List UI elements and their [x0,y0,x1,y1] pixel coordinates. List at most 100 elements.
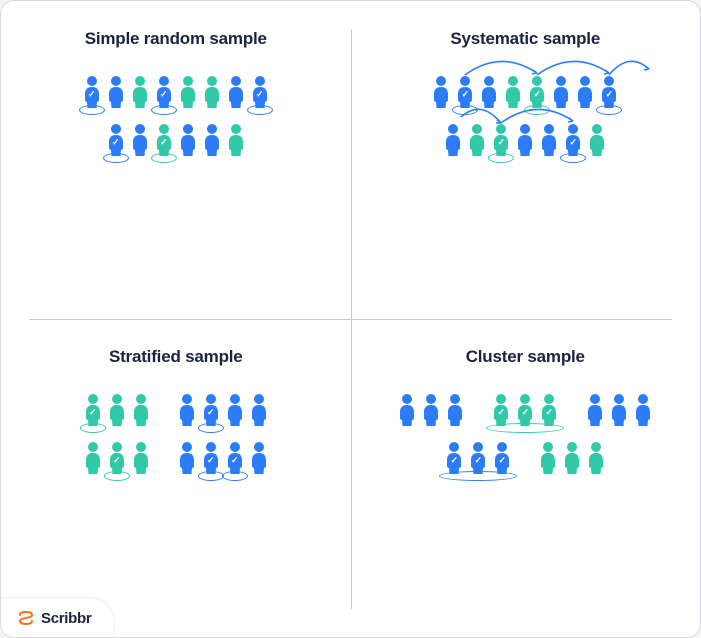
person-icon [106,75,126,109]
person-icon [202,75,222,109]
person-icon: ✓ [527,75,547,109]
person-icon: ✓ [225,441,245,475]
person-icon: ✓ [107,441,127,475]
selected-check-icon: ✓ [160,138,168,147]
person-icon [225,393,245,427]
person-icon: ✓ [491,123,511,157]
person-icon [226,75,246,109]
selected-check-icon: ✓ [521,408,529,417]
person-icon [431,75,451,109]
person-icon [107,393,127,427]
interval-arrow [605,55,653,77]
person-icon [249,441,269,475]
person-icon: ✓ [154,123,174,157]
selected-check-icon: ✓ [605,90,613,99]
group-row: ✓ ✓ ✓ [397,393,653,427]
people-group: ✓ ✓ [177,441,269,475]
selected-check-icon: ✓ [497,408,505,417]
person-icon [467,123,487,157]
person-icon [131,393,151,427]
person-icon [130,123,150,157]
person-icon [538,441,558,475]
sampling-methods-card: Simple random sample ✓ ✓ ✓ ✓ ✓ [0,0,701,638]
person-icon [202,123,222,157]
people-group: ✓ ✓ ✓ [444,441,512,475]
person-icon [609,393,629,427]
panel-title: Simple random sample [21,29,331,49]
person-icon [551,75,571,109]
scribbr-logo-icon [17,609,35,627]
selected-check-icon: ✓ [569,138,577,147]
person-icon [539,123,559,157]
panel-systematic: Systematic sample ✓ ✓ ✓ [351,1,701,319]
person-icon [575,75,595,109]
interval-arrow [461,55,541,77]
selected-check-icon: ✓ [160,90,168,99]
people-row: ✓ ✓ ✓ [431,75,619,109]
panel-title: Stratified sample [21,347,331,367]
brand-name: Scribbr [41,610,91,627]
person-icon [178,123,198,157]
person-icon [421,393,441,427]
people-group-rows: ✓ ✓ ✓ ✓ ✓ [21,393,331,475]
person-icon [445,393,465,427]
person-icon: ✓ [106,123,126,157]
person-icon [249,393,269,427]
selected-check-icon: ✓ [207,456,215,465]
brand-badge: Scribbr [1,599,113,637]
person-icon [443,123,463,157]
people-group [538,441,606,475]
selected-check-icon: ✓ [461,90,469,99]
person-icon [515,123,535,157]
people-row: ✓ ✓ [443,123,607,157]
people-group [397,393,465,427]
person-icon [397,393,417,427]
person-icon [130,75,150,109]
person-icon: ✓ [82,75,102,109]
person-icon [226,123,246,157]
people-group: ✓ ✓ ✓ [491,393,559,427]
person-icon: ✓ [468,441,488,475]
person-icon: ✓ [154,75,174,109]
interval-arrow [533,55,613,77]
person-icon [178,75,198,109]
people-row: ✓ ✓ ✓ [82,75,270,109]
people-rows: ✓ ✓ ✓ ✓ ✓ [371,75,681,157]
person-icon [479,75,499,109]
people-group: ✓ [177,393,269,427]
person-icon [633,393,653,427]
selected-check-icon: ✓ [497,138,505,147]
person-icon [562,441,582,475]
people-group-rows: ✓ ✓ ✓ ✓ ✓ ✓ [371,393,681,475]
panel-title: Cluster sample [371,347,681,367]
person-icon: ✓ [515,393,535,427]
people-group [585,393,653,427]
person-icon: ✓ [563,123,583,157]
person-icon: ✓ [83,393,103,427]
selected-check-icon: ✓ [498,456,506,465]
selected-check-icon: ✓ [533,90,541,99]
people-group: ✓ [83,441,151,475]
person-icon [587,123,607,157]
person-icon: ✓ [250,75,270,109]
selected-check-icon: ✓ [256,90,264,99]
people-rows: ✓ ✓ ✓ ✓ ✓ [21,75,331,157]
people-group: ✓ [83,393,151,427]
people-row: ✓ ✓ [106,123,246,157]
selected-check-icon: ✓ [112,138,120,147]
person-icon: ✓ [455,75,475,109]
person-icon: ✓ [201,393,221,427]
selected-check-icon: ✓ [89,408,97,417]
panel-cluster: Cluster sample ✓ ✓ ✓ ✓ ✓ ✓ [351,319,701,637]
person-icon [503,75,523,109]
person-icon: ✓ [539,393,559,427]
person-icon [585,393,605,427]
panel-simple-random: Simple random sample ✓ ✓ ✓ ✓ ✓ [1,1,351,319]
selected-check-icon: ✓ [474,456,482,465]
person-icon: ✓ [491,393,511,427]
selected-check-icon: ✓ [450,456,458,465]
person-icon [83,441,103,475]
person-icon [131,441,151,475]
group-row: ✓ ✓ ✓ [444,441,606,475]
selected-check-icon: ✓ [545,408,553,417]
